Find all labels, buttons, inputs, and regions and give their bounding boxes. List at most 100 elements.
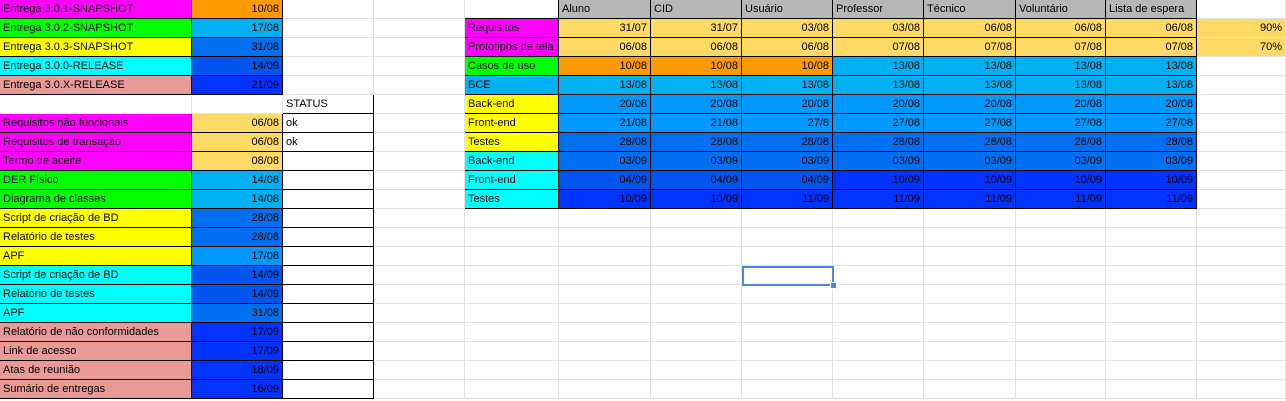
deliverable-date[interactable]: 17/09 (192, 323, 283, 342)
empty-cell[interactable] (283, 0, 374, 19)
schedule-date-cell[interactable]: 27/08 (1106, 114, 1197, 133)
schedule-date-cell[interactable]: 28/08 (924, 133, 1016, 152)
deliverable-label[interactable]: APF (0, 247, 192, 266)
deliverable-date[interactable]: 06/08 (192, 114, 283, 133)
empty-cell[interactable] (651, 209, 742, 228)
schedule-date-cell[interactable]: 13/08 (1016, 76, 1106, 95)
empty-cell[interactable] (1106, 380, 1197, 399)
schedule-date-cell[interactable]: 27/08 (833, 114, 924, 133)
empty-cell[interactable] (651, 228, 742, 247)
schedule-date-cell[interactable]: 11/09 (1016, 190, 1106, 209)
deliverable-date[interactable]: 14/08 (192, 171, 283, 190)
empty-cell[interactable] (465, 342, 559, 361)
empty-cell[interactable] (1016, 361, 1106, 380)
empty-cell[interactable] (924, 323, 1016, 342)
deliverable-status[interactable] (283, 152, 374, 171)
empty-cell[interactable] (374, 19, 465, 38)
schedule-column-header[interactable]: Lista de espera (1106, 0, 1197, 19)
schedule-date-cell[interactable]: 03/08 (833, 19, 924, 38)
schedule-date-cell[interactable]: 06/08 (1106, 19, 1197, 38)
empty-cell[interactable] (1106, 266, 1197, 285)
empty-cell[interactable] (374, 190, 465, 209)
deliverable-date[interactable]: 28/08 (192, 209, 283, 228)
schedule-row-label[interactable]: Front-end (465, 114, 559, 133)
empty-cell[interactable] (374, 361, 465, 380)
schedule-date-cell[interactable]: 27/08 (1016, 114, 1106, 133)
schedule-date-cell[interactable]: 28/08 (651, 133, 742, 152)
deliverable-status[interactable] (283, 209, 374, 228)
schedule-date-cell[interactable]: 11/09 (1106, 190, 1197, 209)
schedule-column-header[interactable]: Usuário (742, 0, 833, 19)
empty-cell[interactable] (1197, 57, 1286, 76)
release-date[interactable]: 14/09 (192, 57, 283, 76)
empty-cell[interactable] (1197, 285, 1286, 304)
empty-cell[interactable] (465, 304, 559, 323)
empty-cell[interactable] (651, 342, 742, 361)
schedule-date-cell[interactable]: 28/08 (742, 133, 833, 152)
schedule-date-cell[interactable]: 20/08 (924, 95, 1016, 114)
empty-cell[interactable] (374, 342, 465, 361)
empty-cell[interactable] (374, 304, 465, 323)
deliverable-label[interactable]: Relatório de não conformidades (0, 323, 192, 342)
schedule-date-cell[interactable]: 28/08 (559, 133, 651, 152)
empty-cell[interactable] (1197, 190, 1286, 209)
schedule-date-cell[interactable]: 11/09 (924, 190, 1016, 209)
deliverable-status[interactable] (283, 304, 374, 323)
schedule-date-cell[interactable]: 20/08 (742, 95, 833, 114)
schedule-percent-cell[interactable]: 70% (1197, 38, 1286, 57)
schedule-column-header[interactable]: Voluntário (1016, 0, 1106, 19)
schedule-date-cell[interactable]: 20/08 (1016, 95, 1106, 114)
empty-cell[interactable] (283, 57, 374, 76)
empty-cell[interactable] (1106, 247, 1197, 266)
empty-cell[interactable] (924, 361, 1016, 380)
empty-cell[interactable] (651, 361, 742, 380)
empty-cell[interactable] (1197, 304, 1286, 323)
empty-cell[interactable] (651, 323, 742, 342)
deliverable-label[interactable]: Requisitos de transação (0, 133, 192, 152)
empty-cell[interactable] (1016, 323, 1106, 342)
deliverable-status[interactable] (283, 323, 374, 342)
schedule-date-cell[interactable]: 03/09 (1106, 152, 1197, 171)
empty-cell[interactable] (742, 285, 833, 304)
schedule-date-cell[interactable]: 07/08 (1106, 38, 1197, 57)
empty-cell[interactable] (374, 57, 465, 76)
release-label[interactable]: Entrega 3.0.0-RELEASE (0, 57, 192, 76)
deliverable-status[interactable]: ok (283, 133, 374, 152)
empty-cell[interactable] (374, 266, 465, 285)
release-label[interactable]: Entrega 3.0.X-RELEASE (0, 76, 192, 95)
empty-cell[interactable] (742, 361, 833, 380)
empty-cell[interactable] (374, 152, 465, 171)
empty-cell[interactable] (1016, 209, 1106, 228)
schedule-row-label[interactable]: Testes (465, 190, 559, 209)
empty-cell[interactable] (1016, 285, 1106, 304)
schedule-date-cell[interactable]: 13/08 (924, 57, 1016, 76)
empty-cell[interactable] (833, 247, 924, 266)
empty-cell[interactable] (1197, 76, 1286, 95)
schedule-date-cell[interactable]: 13/08 (924, 76, 1016, 95)
schedule-row-label[interactable]: Back-end (465, 95, 559, 114)
deliverable-date[interactable]: 08/08 (192, 152, 283, 171)
empty-cell[interactable] (465, 247, 559, 266)
empty-cell[interactable] (374, 38, 465, 57)
empty-cell[interactable] (374, 171, 465, 190)
empty-cell[interactable] (465, 228, 559, 247)
schedule-date-cell[interactable]: 10/09 (651, 190, 742, 209)
empty-cell[interactable] (465, 285, 559, 304)
empty-cell[interactable] (465, 266, 559, 285)
status-header[interactable]: STATUS (283, 95, 374, 114)
schedule-date-cell[interactable]: 04/09 (651, 171, 742, 190)
empty-cell[interactable] (1016, 247, 1106, 266)
release-date[interactable]: 17/08 (192, 19, 283, 38)
schedule-date-cell[interactable]: 10/08 (559, 57, 651, 76)
deliverable-label[interactable]: Relatório de testes (0, 228, 192, 247)
schedule-date-cell[interactable]: 03/09 (924, 152, 1016, 171)
schedule-date-cell[interactable]: 07/08 (924, 38, 1016, 57)
empty-cell[interactable] (0, 95, 192, 114)
schedule-date-cell[interactable]: 06/08 (651, 38, 742, 57)
schedule-date-cell[interactable]: 10/09 (924, 171, 1016, 190)
empty-cell[interactable] (1197, 95, 1286, 114)
empty-cell[interactable] (559, 361, 651, 380)
empty-cell[interactable] (1197, 133, 1286, 152)
empty-cell[interactable] (374, 228, 465, 247)
empty-cell[interactable] (559, 323, 651, 342)
